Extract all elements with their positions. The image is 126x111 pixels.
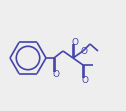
Text: O: O — [53, 69, 59, 78]
Text: O: O — [81, 47, 87, 56]
Text: O: O — [82, 75, 88, 84]
Text: O: O — [71, 38, 78, 47]
